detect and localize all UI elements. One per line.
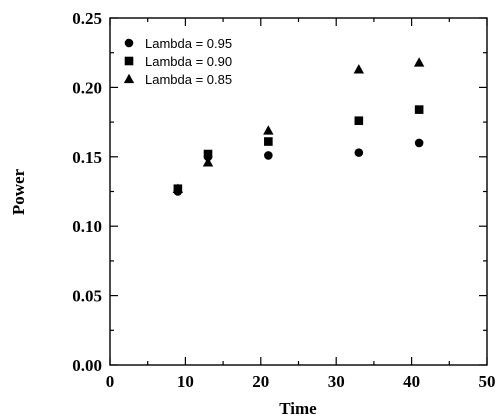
axis-ticks <box>109 17 488 366</box>
data-point-circle <box>354 148 364 157</box>
series-circle <box>173 138 424 196</box>
legend: Lambda = 0.95 Lambda = 0.90 Lambda = 0.85 <box>123 36 232 87</box>
y-tick-label: 0.20 <box>72 78 102 97</box>
data-point-square <box>264 137 273 146</box>
data-point-square <box>354 116 364 126</box>
y-tick-label: 0.25 <box>72 9 102 28</box>
x-tick-label: 10 <box>177 372 194 391</box>
x-tick-label: 30 <box>328 372 345 391</box>
legend-marker-circle <box>124 38 134 48</box>
data-point-circle <box>264 151 273 160</box>
data-point-triangle <box>353 64 365 74</box>
x-tick-label: 40 <box>403 372 420 391</box>
plot-area-frame <box>109 17 488 366</box>
x-tick-label: 0 <box>106 372 115 391</box>
data-point-square <box>203 149 213 159</box>
x-axis-title: Time <box>279 399 317 418</box>
x-tick-label: 50 <box>479 372 496 391</box>
legend-label: Lambda = 0.85 <box>145 72 232 87</box>
series-square <box>173 105 424 194</box>
y-tick-label: 0.10 <box>72 217 102 236</box>
y-tick-label: 0.00 <box>72 356 102 375</box>
series-triangle <box>172 57 425 193</box>
legend-marker-triangle <box>123 73 135 84</box>
y-axis-title: Power <box>9 168 28 215</box>
data-point-triangle <box>202 157 214 167</box>
x-tick-labels: 0 10 20 30 40 50 <box>106 372 496 391</box>
y-tick-labels: 0.00 0.05 0.10 0.15 0.20 0.25 <box>72 9 102 375</box>
data-markers <box>172 57 425 196</box>
x-tick-label: 20 <box>252 372 269 391</box>
y-tick-label: 0.15 <box>72 148 102 167</box>
legend-label: Lambda = 0.95 <box>145 36 232 51</box>
legend-marker-square <box>124 56 134 66</box>
data-point-triangle <box>172 183 184 193</box>
data-point-circle <box>414 138 424 148</box>
data-point-triangle <box>413 57 425 67</box>
y-tick-label: 0.05 <box>72 287 102 306</box>
data-point-triangle <box>263 125 274 135</box>
data-point-square <box>414 105 424 114</box>
legend-label: Lambda = 0.90 <box>145 54 232 69</box>
